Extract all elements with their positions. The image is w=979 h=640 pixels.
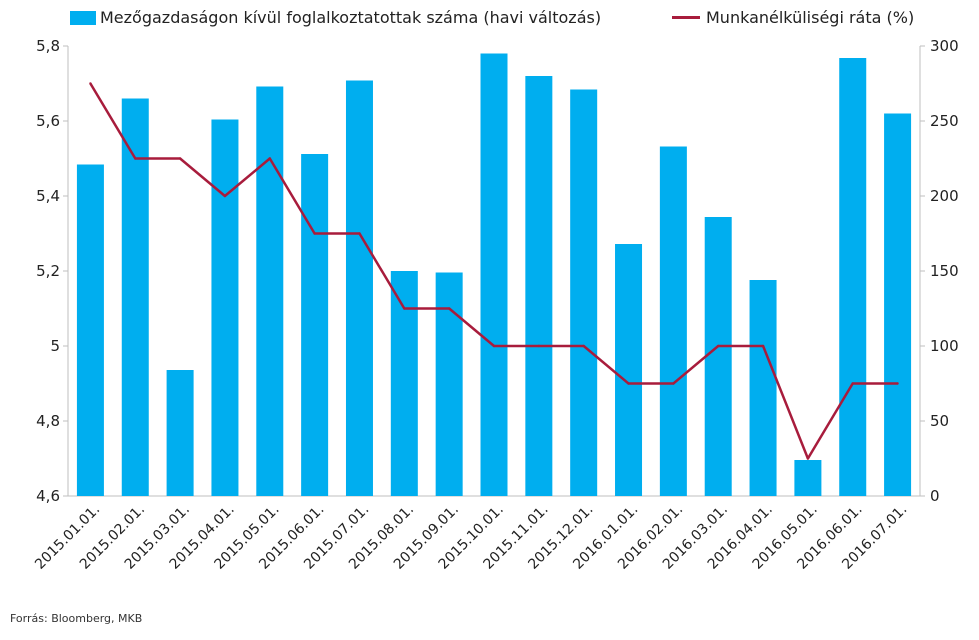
left-tick-label: 5,4 <box>36 187 60 205</box>
bar <box>211 119 239 496</box>
x-axis-ticks: 2015.01.01.2015.02.01.2015.03.01.2015.04… <box>32 502 910 573</box>
bar <box>76 164 104 496</box>
bar <box>166 370 194 496</box>
bar <box>435 272 463 496</box>
left-tick-label: 5 <box>50 337 60 355</box>
left-axis-ticks: 4,6 4,8 5 5,2 5,4 5,6 5,8 <box>36 37 68 505</box>
left-tick-label: 5,8 <box>36 37 60 55</box>
right-tick-label: 150 <box>930 262 959 280</box>
legend-item-line: Munkanélküliségi ráta (%) <box>672 8 914 27</box>
legend-line-label: Munkanélküliségi ráta (%) <box>706 8 915 27</box>
line-point <box>403 307 406 310</box>
line-point <box>223 194 227 198</box>
line-series <box>89 82 899 460</box>
line-point <box>268 157 271 160</box>
line-point <box>447 307 451 310</box>
left-tick-label: 5,6 <box>36 112 60 130</box>
right-tick-label: 0 <box>930 487 940 505</box>
left-tick-label: 5,2 <box>36 262 60 280</box>
bar <box>659 146 687 496</box>
line-point <box>761 344 765 348</box>
right-tick-label: 50 <box>930 412 949 430</box>
bar <box>480 53 508 496</box>
line-point <box>806 457 810 460</box>
legend-line-swatch <box>672 16 700 19</box>
bar <box>570 89 598 496</box>
line-point <box>313 232 316 235</box>
line-point <box>627 382 630 385</box>
line-point <box>492 344 496 348</box>
bar <box>794 460 822 496</box>
line-point <box>851 382 854 385</box>
legend-bar-label: Mezőgazdaságon kívül foglalkoztatottak s… <box>100 8 602 27</box>
line-point <box>717 344 720 348</box>
right-tick-label: 250 <box>930 112 959 130</box>
line-point <box>89 82 92 85</box>
bar <box>345 80 373 496</box>
right-tick-label: 200 <box>930 187 959 205</box>
left-tick-label: 4,6 <box>36 487 60 505</box>
bar <box>839 58 867 496</box>
bar <box>749 280 777 496</box>
line-point <box>134 157 137 160</box>
line-point <box>672 382 675 385</box>
line-point <box>178 157 182 160</box>
bar <box>525 76 553 496</box>
bar <box>884 113 912 496</box>
right-tick-label: 300 <box>930 37 959 55</box>
line-point <box>896 382 899 385</box>
bar <box>301 154 329 496</box>
line-point <box>537 344 541 348</box>
bar <box>121 98 149 496</box>
legend: Mezőgazdaságon kívül foglalkoztatottak s… <box>0 8 979 36</box>
legend-bar-swatch <box>70 10 96 25</box>
bar <box>615 244 643 496</box>
legend-item-bar: Mezőgazdaságon kívül foglalkoztatottak s… <box>70 8 601 27</box>
bar <box>390 271 418 496</box>
right-tick-label: 100 <box>930 337 959 355</box>
bar <box>704 217 732 496</box>
right-axis-ticks: 0 50 100 150 200 250 300 <box>920 37 959 505</box>
line-point <box>358 232 361 235</box>
bar <box>256 86 284 496</box>
bar-series <box>76 53 912 496</box>
source-note: Forrás: Bloomberg, MKB <box>10 612 143 625</box>
left-tick-label: 4,8 <box>36 412 60 430</box>
line-point <box>582 344 585 348</box>
